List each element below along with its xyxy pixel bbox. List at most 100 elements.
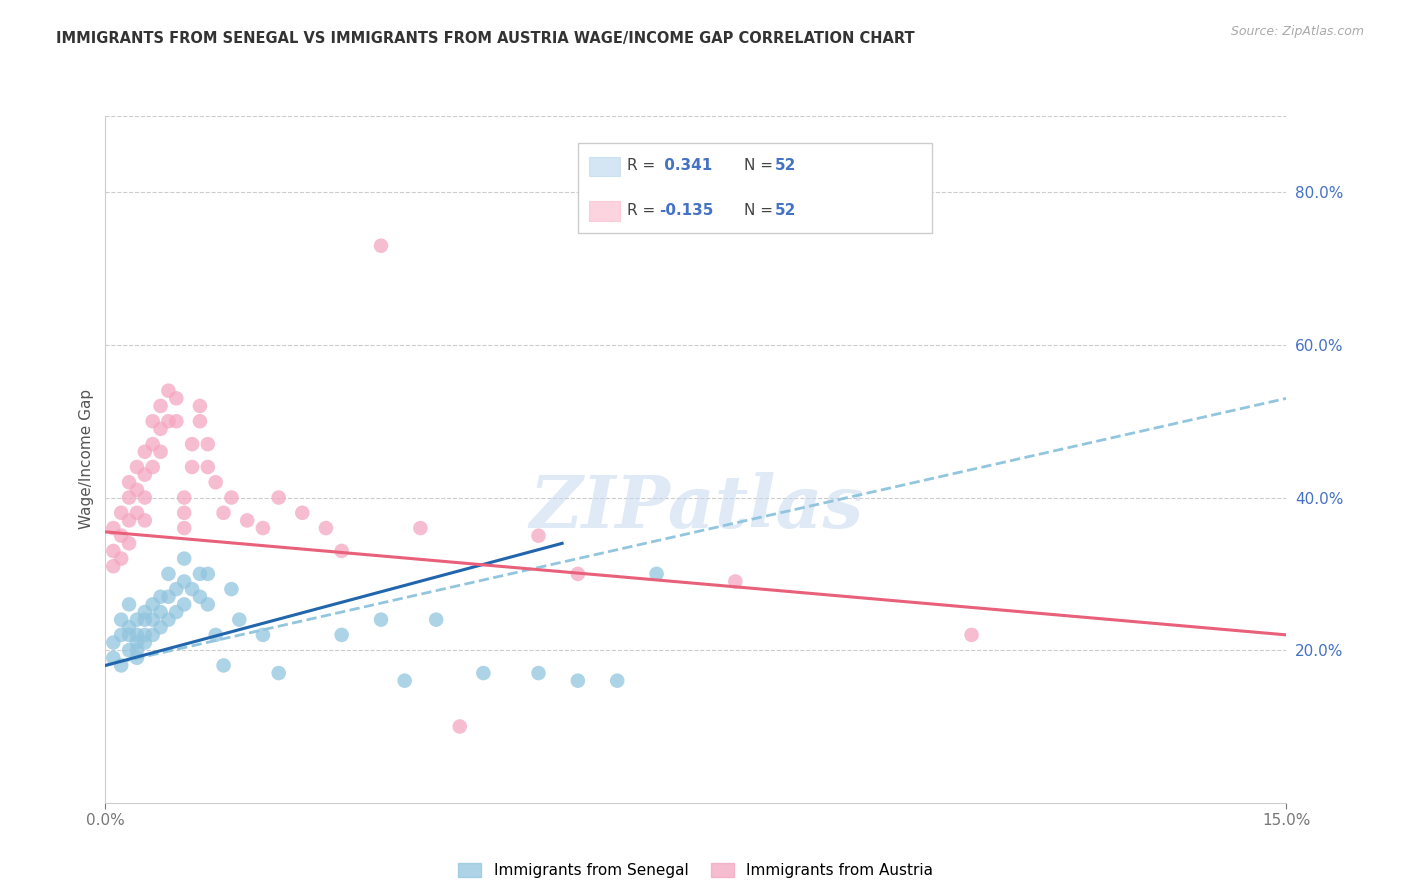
Point — [110, 506, 132, 520]
Text: R =: R = — [627, 158, 661, 173]
Point — [149, 590, 172, 604]
Point — [142, 437, 165, 451]
Point — [103, 521, 125, 535]
Point — [394, 673, 416, 688]
Point — [118, 628, 141, 642]
Point — [291, 506, 314, 520]
Point — [134, 628, 156, 642]
Point — [125, 460, 148, 475]
Point — [567, 673, 589, 688]
Point — [197, 598, 219, 612]
Point — [125, 613, 148, 627]
Point — [125, 635, 148, 649]
Point — [330, 628, 353, 642]
Point — [173, 574, 195, 589]
Text: 52: 52 — [775, 202, 796, 218]
Point — [181, 437, 204, 451]
Point — [110, 658, 132, 673]
Point — [173, 491, 195, 505]
Point — [142, 628, 165, 642]
Point — [173, 598, 195, 612]
Point — [527, 666, 550, 681]
Point — [134, 613, 156, 627]
Point — [527, 529, 550, 543]
Point — [236, 513, 259, 527]
Point — [204, 628, 226, 642]
Point — [188, 590, 211, 604]
Point — [252, 628, 274, 642]
Point — [118, 491, 141, 505]
Point — [188, 399, 211, 413]
Point — [134, 491, 156, 505]
Y-axis label: Wage/Income Gap: Wage/Income Gap — [79, 389, 94, 530]
Point — [267, 491, 290, 505]
Point — [157, 613, 180, 627]
Point — [103, 635, 125, 649]
Point — [125, 483, 148, 497]
Point — [960, 628, 983, 642]
Point — [221, 491, 243, 505]
Point — [142, 598, 165, 612]
Point — [149, 605, 172, 619]
Point — [267, 666, 290, 681]
Point — [157, 590, 180, 604]
Point — [425, 613, 447, 627]
Point — [157, 566, 180, 581]
Point — [228, 613, 250, 627]
Point — [212, 506, 235, 520]
Point — [173, 506, 195, 520]
Text: 0.341: 0.341 — [659, 158, 713, 173]
Text: -0.135: -0.135 — [659, 202, 714, 218]
Point — [149, 422, 172, 436]
Point — [221, 582, 243, 596]
Text: ZIPatlas: ZIPatlas — [529, 472, 863, 543]
Point — [181, 460, 204, 475]
Point — [134, 513, 156, 527]
Text: N =: N = — [744, 158, 778, 173]
Point — [197, 566, 219, 581]
Point — [142, 414, 165, 428]
Point — [330, 544, 353, 558]
Point — [165, 414, 187, 428]
Point — [370, 238, 392, 252]
Point — [212, 658, 235, 673]
Point — [409, 521, 432, 535]
Point — [149, 399, 172, 413]
Text: N =: N = — [744, 202, 778, 218]
Point — [724, 574, 747, 589]
Point — [370, 613, 392, 627]
Point — [110, 551, 132, 566]
Point — [103, 559, 125, 574]
Point — [165, 605, 187, 619]
Text: R =: R = — [627, 202, 661, 218]
Point — [606, 673, 628, 688]
Text: 52: 52 — [775, 158, 796, 173]
Text: IMMIGRANTS FROM SENEGAL VS IMMIGRANTS FROM AUSTRIA WAGE/INCOME GAP CORRELATION C: IMMIGRANTS FROM SENEGAL VS IMMIGRANTS FR… — [56, 31, 915, 46]
Point — [125, 643, 148, 657]
Point — [125, 628, 148, 642]
Point — [472, 666, 495, 681]
Point — [134, 467, 156, 482]
Point — [118, 643, 141, 657]
Point — [188, 566, 211, 581]
Text: Source: ZipAtlas.com: Source: ZipAtlas.com — [1230, 25, 1364, 38]
Point — [188, 414, 211, 428]
Point — [110, 628, 132, 642]
Point — [197, 460, 219, 475]
Point — [134, 444, 156, 458]
Point — [118, 620, 141, 634]
Point — [125, 506, 148, 520]
Point — [110, 613, 132, 627]
Point — [142, 613, 165, 627]
Point — [118, 513, 141, 527]
Point — [118, 536, 141, 550]
Point — [134, 605, 156, 619]
Legend: Immigrants from Senegal, Immigrants from Austria: Immigrants from Senegal, Immigrants from… — [453, 856, 939, 885]
Point — [173, 551, 195, 566]
Point — [142, 460, 165, 475]
Point — [157, 384, 180, 398]
Point — [173, 521, 195, 535]
Point — [315, 521, 337, 535]
Point — [252, 521, 274, 535]
Point — [110, 529, 132, 543]
